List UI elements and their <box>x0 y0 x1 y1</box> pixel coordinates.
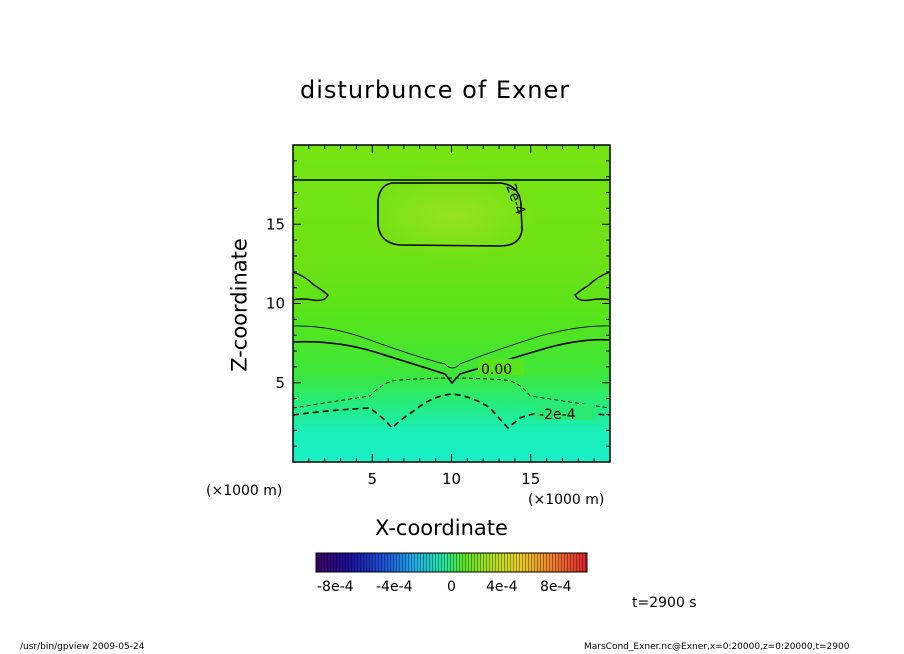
y-tick-label: 15 <box>266 215 285 233</box>
colorbar-tick-label: -4e-4 <box>376 579 413 595</box>
x-tick-label: 10 <box>442 470 461 488</box>
contour-left-bump <box>293 271 329 302</box>
colorbar-tick-labels: -8e-4 -4e-4 0 4e-4 8e-4 <box>317 579 572 595</box>
contour-dashed-thin <box>293 377 610 409</box>
colorbar-tick-label: 4e-4 <box>486 579 518 595</box>
colorbar: -8e-4 -4e-4 0 4e-4 8e-4 <box>315 552 588 595</box>
y-axis-label: Z-coordinate <box>227 238 252 372</box>
footer-program: /usr/bin/gpview 2009-05-24 <box>20 642 145 652</box>
contour-right-bump <box>574 271 610 302</box>
axis-ticks <box>292 144 611 463</box>
colorbar-tick-label: -8e-4 <box>317 579 354 595</box>
axis-tick-labels: 5 10 15 5 10 15 <box>266 215 540 488</box>
x-axis-label: X-coordinate <box>375 516 508 540</box>
contour-thin-upper <box>293 325 610 369</box>
chart-title: disturbunce of Exner <box>300 76 571 104</box>
contour-labels: 2e-4 0.00 -2e-4 <box>478 182 596 423</box>
y-tick-label: 10 <box>266 295 285 313</box>
x-axis-unit-right: (×1000 m) <box>528 492 605 508</box>
contour-label: -2e-4 <box>539 407 576 423</box>
colorbar-tick-label: 8e-4 <box>540 579 572 595</box>
time-label: t=2900 s <box>632 595 697 611</box>
contour-0 <box>293 338 610 385</box>
contour-label: 0.00 <box>481 362 512 378</box>
footer-source: MarsCond_Exner.nc@Exner,x=0:20000,z=0:20… <box>584 642 850 652</box>
contour-2e-4 <box>377 182 523 247</box>
x-tick-label: 5 <box>367 470 377 488</box>
y-tick-label: 5 <box>275 374 285 392</box>
colorbar-tick-label: 0 <box>447 579 456 595</box>
x-tick-label: 15 <box>521 470 540 488</box>
x-axis-unit-left: (×1000 m) <box>206 483 283 499</box>
